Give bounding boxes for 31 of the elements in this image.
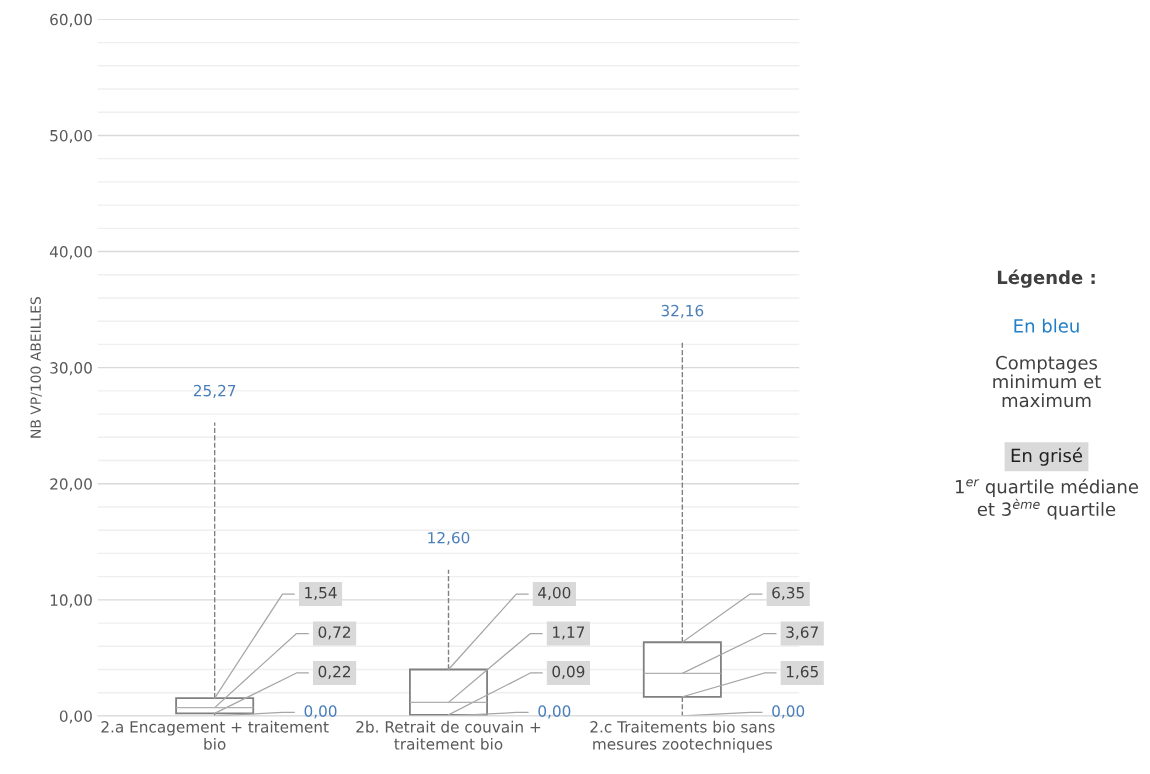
text: En bleu: [1014, 318, 1079, 333]
y-tick-label: 30,00: [50, 362, 92, 376]
text: 4,00: [538, 586, 571, 601]
text: En grisé: [1011, 447, 1083, 466]
x-tick-label: 2.c Traitements bio sans mesures zootechniques: [590, 720, 775, 753]
text: 0,09: [552, 665, 585, 679]
text: 1,54: [305, 587, 337, 601]
y-axis-title: NB VP/100 ABEILLES: [30, 297, 42, 438]
text: 0,00: [772, 705, 805, 719]
text: 3,67: [786, 626, 818, 640]
y-tick-label: 40,00: [49, 246, 92, 260]
text: 6,35: [772, 586, 804, 601]
text: 0,00: [304, 705, 337, 719]
text: Comptages minimum et maximum: [993, 355, 1101, 408]
text: Légende :: [997, 269, 1095, 288]
text: 12,60: [428, 531, 470, 546]
text: 1,17: [553, 626, 585, 640]
x-tick-label: 2b. Retrait de couvain + traitement bio: [356, 720, 541, 750]
y-tick-label: 50,00: [50, 129, 92, 144]
text: 0,72: [318, 626, 351, 640]
y-tick-label: 10,00: [50, 594, 92, 608]
y-tick-label: 0,00: [59, 710, 92, 724]
y-tick-label: 60,00: [50, 13, 92, 27]
text: 32,16: [661, 304, 704, 318]
text: 0,22: [318, 665, 351, 679]
text: 1$^{er}$ quartile médiane et 3$^{ème}$ quartile: [955, 478, 1139, 520]
text: 25,27: [193, 384, 236, 398]
text: 1,65: [786, 665, 818, 679]
x-tick-label: 2.a Encagement + traitement bio: [101, 720, 329, 750]
text: 0,00: [538, 705, 571, 719]
y-tick-label: 20,00: [50, 478, 92, 492]
